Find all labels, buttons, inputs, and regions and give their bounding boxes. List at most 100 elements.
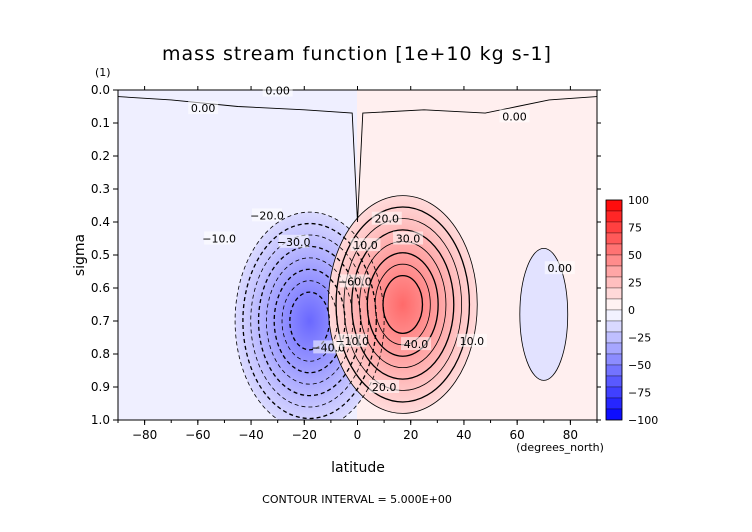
colorbar-band (605, 353, 623, 366)
colorbar-band (605, 397, 623, 410)
colorbar: 100 75 50 25 0 −25 −50 −75 −100 (605, 194, 658, 427)
high-lat-cell (519, 248, 568, 381)
colorbar-band (605, 320, 623, 333)
colorbar-band (605, 276, 623, 289)
high-lat-cell-contour (519, 247, 569, 381)
contour-label-bg (339, 274, 370, 288)
contour-label-bg (337, 333, 368, 347)
contour-label: 20.0 (375, 213, 400, 226)
northern-cell-contour (382, 274, 424, 335)
northern-cell-contour (343, 218, 463, 391)
contour-label: 20.0 (372, 381, 397, 394)
contour-label-bg (393, 231, 424, 245)
x-tick-label: 20 (403, 428, 418, 442)
colorbar-label: −25 (628, 332, 651, 345)
contour-label: 0.00 (191, 102, 216, 115)
y-tick-label: 0.5 (91, 248, 110, 262)
contour-label: −20.0 (250, 209, 284, 222)
colorbar-label: 75 (628, 222, 642, 235)
colorbar-label: −75 (628, 387, 651, 400)
y-tick-label: 0.7 (91, 314, 110, 328)
contour-label: −30.0 (277, 236, 311, 249)
contour-label-bg (188, 101, 219, 115)
colorbar-band (605, 221, 623, 234)
contour-label-bg (262, 83, 293, 97)
colorbar-band (605, 331, 623, 344)
y-tick-label: 0.4 (91, 215, 110, 229)
y-axis-label: sigma (72, 234, 88, 276)
y-tick-label: 0.3 (91, 182, 110, 196)
colorbar-band (605, 199, 623, 212)
y-tick-label: 0.8 (91, 347, 110, 361)
contour-label-bg (456, 333, 487, 347)
contour-label-bg (252, 208, 283, 222)
colorbar-band (605, 408, 623, 421)
colorbar-frame (605, 199, 623, 421)
colorbar-label: 100 (628, 194, 649, 207)
colorbar-band (605, 298, 623, 311)
y-units-label: (1) (95, 66, 111, 79)
northern-cell-contour (327, 195, 478, 414)
colorbar-band (605, 254, 623, 267)
contour-label: 40.0 (404, 338, 429, 351)
northern-cell-contour (366, 252, 439, 357)
contour-label-bg (278, 234, 309, 248)
contour-label: 10.0 (353, 239, 378, 252)
colorbar-label: 0 (628, 304, 635, 317)
colorbar-band (605, 309, 623, 322)
x-axis-label: latitude (331, 460, 385, 476)
contour-label: −40.0 (311, 341, 345, 354)
y-tick-label: 0.1 (91, 116, 110, 130)
y-tick-label: 0.6 (91, 281, 110, 295)
y-tick-label: 0.9 (91, 380, 110, 394)
colorbar-band (605, 386, 623, 399)
contour-label-bg (401, 337, 432, 351)
colorbar-band (605, 265, 623, 278)
x-tick-label: −60 (185, 428, 210, 442)
colorbar-label: −50 (628, 359, 651, 372)
contour-label: 0.00 (547, 262, 572, 275)
colorbar-band (605, 287, 623, 300)
x-tick-label: 80 (563, 428, 578, 442)
contour-label-bg (313, 340, 344, 354)
y-tick-label: 1.0 (91, 413, 110, 427)
x-tick-label: 0 (354, 428, 362, 442)
contour-label-bg (371, 211, 402, 225)
contour-label: −60.0 (338, 275, 372, 288)
colorbar-label: −100 (628, 414, 658, 427)
contour-label-bg (204, 231, 235, 245)
colorbar-band (605, 210, 623, 223)
colorbar-band (605, 364, 623, 377)
y-tick-label: 0.2 (91, 149, 110, 163)
x-units-label: (degrees_north) (516, 441, 604, 454)
contour-label-bg (544, 261, 575, 275)
colorbar-label: 50 (628, 249, 642, 262)
contour-label-bg (369, 380, 400, 393)
contour-interval-label: CONTOUR INTERVAL = 5.000E+00 (262, 493, 452, 506)
plot-area (118, 90, 597, 420)
x-tick-label: 40 (456, 428, 471, 442)
colorbar-band (605, 342, 623, 355)
contour-label: 30.0 (396, 233, 421, 246)
contour-label: 10.0 (460, 335, 485, 348)
y-tick-label: 0.0 (91, 83, 110, 97)
contour-label-bg (350, 238, 381, 252)
northern-cell-contour (335, 206, 471, 403)
x-tick-label: −80 (132, 428, 157, 442)
x-tick-label: −40 (238, 428, 263, 442)
northern-cell (328, 195, 478, 414)
contour-label: 0.00 (502, 110, 527, 123)
southern-cell-contour (242, 222, 377, 420)
southern-cell-contour (234, 211, 385, 420)
colorbar-band (605, 375, 623, 388)
chart-title: mass stream function [1e+10 kg s-1] (162, 43, 552, 65)
colorbar-label: 25 (628, 277, 642, 290)
x-tick-label: −20 (292, 428, 317, 442)
contour-label-bg (499, 109, 530, 123)
contour-label: −10.0 (335, 335, 369, 348)
x-tick-label: 60 (510, 428, 525, 442)
northern-cell-contour (351, 229, 455, 380)
contour-label: −10.0 (202, 233, 236, 246)
zero-contour (118, 96, 597, 223)
